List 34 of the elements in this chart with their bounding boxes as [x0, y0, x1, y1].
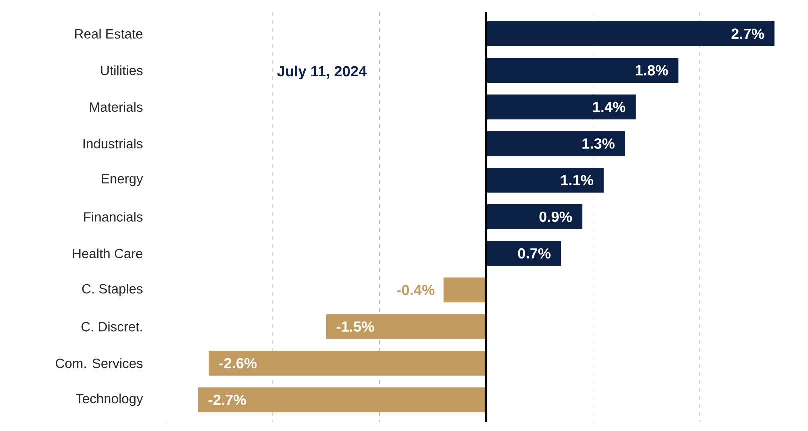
data-label: 0.7% [518, 248, 551, 259]
data-label: 1.3% [582, 138, 615, 149]
bar [208, 350, 487, 376]
bar [486, 131, 626, 156]
data-label: -0.4% [397, 284, 435, 296]
bar [326, 314, 487, 340]
data-label: 1.4% [593, 102, 626, 112]
y-tick-label: Technology [76, 394, 144, 406]
y-tick-label: C. Staples [82, 284, 143, 296]
y-tick-label: Industrials [84, 138, 143, 149]
bar [444, 278, 487, 303]
y-tick-label: Com. Services [56, 358, 143, 368]
bar [486, 204, 583, 230]
y-tick-label: Health Care [73, 248, 143, 258]
annotation: July 11, 2024 [278, 66, 367, 80]
y-tick-label: Energy [102, 174, 144, 186]
data-label: 1.1% [561, 175, 594, 186]
bar [486, 168, 604, 193]
bar [198, 388, 487, 412]
y-tick-label: Materials [90, 102, 143, 112]
y-tick-label: Financials [84, 212, 143, 222]
data-label: 1.8% [636, 65, 668, 76]
y-tick-label: Real Estate [75, 29, 143, 39]
bar [486, 241, 562, 266]
y-tick-label: C. Discret. [82, 322, 142, 332]
bar [486, 58, 679, 83]
data-label: 2.7% [732, 28, 764, 40]
bar [486, 21, 775, 46]
data-label: -1.5% [336, 322, 374, 332]
y-tick-label: Utilities [101, 66, 143, 76]
bar [486, 94, 636, 120]
data-label: -2.7% [208, 394, 246, 406]
data-label: -2.6% [220, 358, 257, 369]
data-label: 0.9% [540, 212, 572, 222]
